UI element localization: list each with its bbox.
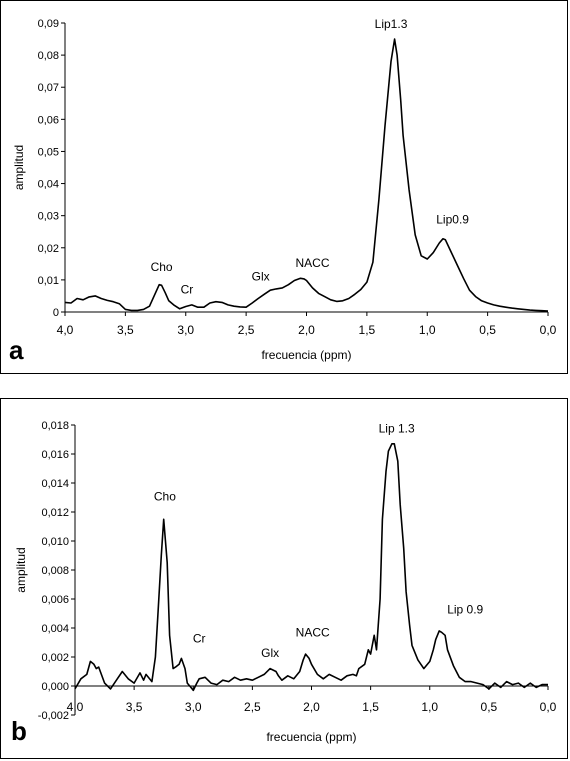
- peak-label: Cho: [154, 489, 176, 503]
- y-tick-label: 0,09: [38, 18, 59, 30]
- peak-label: Lip0.9: [436, 213, 469, 227]
- y-tick-label: 0,006: [41, 594, 69, 606]
- y-tick-label: 0,012: [41, 507, 69, 519]
- y-tick-label: 0,04: [38, 179, 59, 191]
- x-tick-label: 2,5: [244, 700, 261, 714]
- chart-a-svg: 0 0,01 0,02 0,03 0,04 0,05 0,06 0,07 0,08 0,09 4,0…: [9, 17, 557, 365]
- y-tick-label: -0,002: [38, 710, 69, 722]
- y-tick-label: 0,02: [38, 243, 59, 255]
- chart-panel-a: 0 0,01 0,02 0,03 0,04 0,05 0,06 0,07 0,08 0,09 4,0…: [0, 0, 568, 374]
- y-tick-label: 0,08: [38, 50, 59, 62]
- y-tick-label: 0,014: [41, 478, 69, 490]
- spectrum-line: [64, 38, 549, 312]
- y-tick-label: 0,03: [38, 211, 59, 223]
- spectrum-line: [74, 442, 548, 692]
- x-tick-label: 2,0: [298, 323, 315, 337]
- y-tick-label: 0,018: [41, 420, 69, 432]
- x-tick-label: 2,5: [238, 323, 255, 337]
- y-tick-label: 0,008: [41, 565, 69, 577]
- peak-label: Glx: [261, 646, 279, 660]
- y-tick-label: 0,000: [41, 681, 69, 693]
- x-tick-label: 3,0: [177, 323, 194, 337]
- x-tick-label: 3,0: [185, 700, 202, 714]
- peak-label: Cr: [181, 282, 194, 296]
- y-tick-label: 0,004: [41, 623, 69, 635]
- peak-label: NACC: [296, 256, 330, 270]
- peak-label: Lip 1.3: [379, 421, 415, 435]
- y-axis-label: amplitud: [12, 145, 26, 190]
- x-tick-label: 0,0: [540, 323, 557, 337]
- x-tick-label: 3,5: [117, 323, 134, 337]
- y-tick-label: 0,016: [41, 449, 69, 461]
- y-tick-label: 0: [53, 307, 59, 319]
- x-tick-label: 4,0: [67, 700, 84, 714]
- peak-label: NACC: [296, 626, 330, 640]
- x-tick-label: 1,5: [362, 700, 379, 714]
- x-tick-label: 0,5: [479, 323, 496, 337]
- x-tick-label: 3,5: [126, 700, 143, 714]
- y-axis-label: amplitud: [14, 547, 28, 592]
- y-tick-label: 0,010: [41, 536, 69, 548]
- x-tick-label: 1,0: [419, 323, 436, 337]
- panel-letter: a: [9, 335, 24, 365]
- y-tick-label: 0,06: [38, 114, 59, 126]
- x-tick-label: 0,5: [481, 700, 498, 714]
- peak-label: Glx: [252, 270, 270, 284]
- panel-letter: b: [11, 716, 27, 746]
- x-tick-label: 1,0: [421, 700, 438, 714]
- peak-label: Cho: [151, 260, 173, 274]
- peak-label: Lip 0.9: [447, 603, 483, 617]
- x-tick-label: 1,5: [359, 323, 376, 337]
- y-tick-label: 0,07: [38, 82, 59, 94]
- x-tick-label: 0,0: [540, 700, 557, 714]
- peak-label: Cr: [193, 632, 206, 646]
- chart-b-svg: -0,0020,0000,0020,0040,0060,0080,0100,01…: [11, 420, 557, 746]
- chart-panel-b: -0,002 0,000 0,002 0,004 0,006 0,008 0,010 0,01…: [0, 398, 568, 759]
- x-tick-label: 2,0: [303, 700, 320, 714]
- y-tick-label: 0,05: [38, 146, 59, 158]
- peak-label: Lip1.3: [375, 17, 408, 31]
- y-tick-label: 0,01: [38, 275, 59, 287]
- x-tick-label: 4,0: [57, 323, 74, 337]
- x-axis-label: frecuencia (ppm): [266, 730, 356, 744]
- x-axis-label: frecuencia (ppm): [261, 348, 351, 362]
- y-tick-label: 0,002: [41, 652, 69, 664]
